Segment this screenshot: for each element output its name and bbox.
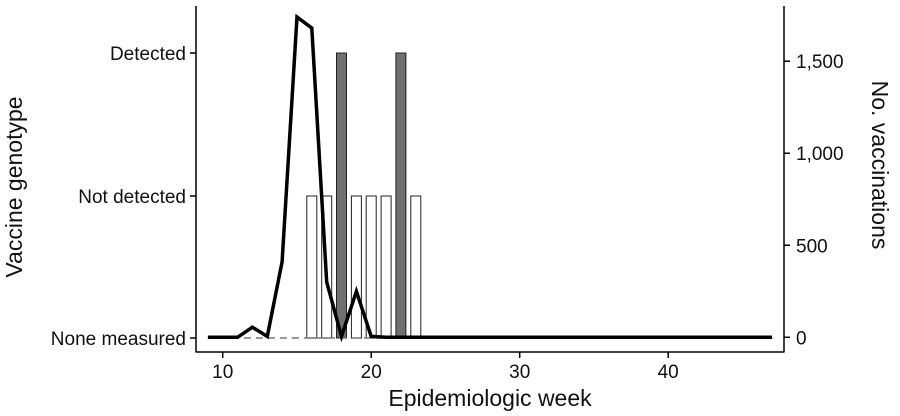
genotype-bar-week-22 [395, 52, 407, 339]
y-right-tick-label: 0 [796, 328, 807, 349]
y-right-tick-label: 500 [796, 236, 828, 257]
vaccinations-line [207, 13, 773, 343]
x-tick-label: 40 [658, 362, 679, 383]
y-right-tick-label: 1,500 [796, 52, 844, 73]
genotype-bar-week-19 [350, 195, 362, 339]
x-tick-label: 30 [509, 362, 530, 383]
y-left-tick-label: Not detected [78, 187, 186, 208]
tick-labels: None measured Not detected Detected 0 500 1,0… [51, 44, 844, 383]
x-tick-label: 10 [212, 362, 233, 383]
genotype-bar-week-20 [365, 195, 377, 339]
genotype-bar-week-23 [410, 195, 422, 339]
axes [195, 6, 785, 353]
y-axis-right-title: No. vaccinations [867, 81, 893, 250]
vaccinations-series [207, 13, 773, 343]
y-left-tick-label: Detected [110, 44, 186, 65]
genotype-bar-week-18 [336, 52, 347, 339]
x-axis-title: Epidemiologic week [388, 385, 592, 411]
y-right-tick-label: 1,000 [796, 144, 844, 165]
genotype-bar-week-16 [306, 195, 318, 339]
x-tick-label: 20 [361, 362, 382, 383]
y-left-tick-label: None measured [51, 329, 186, 350]
y-axis-left-title: Vaccine genotype [1, 96, 27, 277]
genotype-bars [306, 52, 422, 339]
genotype-bar-week-21 [380, 195, 392, 339]
